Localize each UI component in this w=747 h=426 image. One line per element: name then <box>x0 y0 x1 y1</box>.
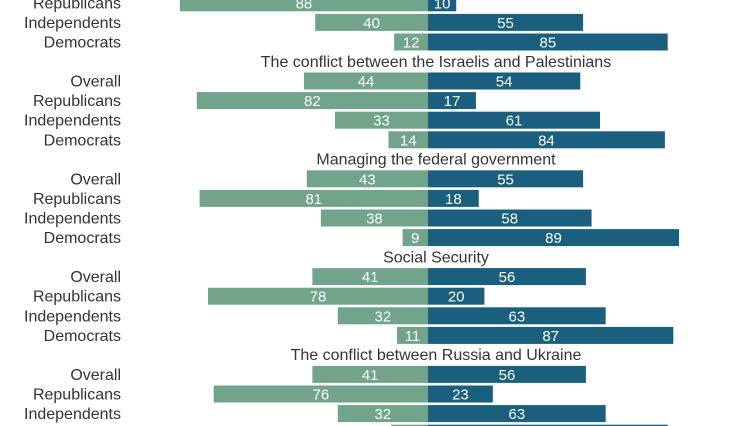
right-value-label: 63 <box>508 406 525 423</box>
right-bar <box>428 0 457 12</box>
left-bar <box>396 326 428 344</box>
right-value-label: 17 <box>444 93 461 110</box>
left-bar <box>213 385 428 403</box>
row-label: Independents <box>24 211 121 228</box>
section-title: The conflict between Russia and Ukraine <box>291 347 582 364</box>
row-label: Republicans <box>33 93 121 110</box>
right-bar <box>428 229 679 247</box>
right-value-label: 84 <box>538 132 555 149</box>
left-bar <box>402 229 428 247</box>
right-bar <box>428 268 586 286</box>
right-value-label: 58 <box>501 211 518 228</box>
left-bar <box>388 131 428 149</box>
row-label: Independents <box>24 308 121 325</box>
left-value-label: 43 <box>359 171 376 188</box>
right-bar <box>428 111 601 129</box>
right-value-label: 10 <box>434 0 451 12</box>
left-value-label: 81 <box>305 191 322 208</box>
right-bar <box>428 13 584 31</box>
row-label: Democrats <box>44 132 121 149</box>
section-title: Social Security <box>383 249 489 266</box>
left-bar <box>337 405 428 423</box>
right-value-label: 89 <box>545 230 562 247</box>
left-value-label: 76 <box>312 387 329 404</box>
right-bar <box>428 405 606 423</box>
row-label: Democrats <box>44 230 121 247</box>
left-value-label: 82 <box>304 93 321 110</box>
left-value-label: 32 <box>375 406 392 423</box>
row-label: Republicans <box>33 387 121 404</box>
right-bar <box>428 33 668 51</box>
right-value-label: 63 <box>508 308 525 325</box>
left-bar <box>391 424 428 426</box>
right-bar <box>428 72 581 90</box>
right-value-label: 56 <box>499 367 516 384</box>
right-bar <box>428 424 668 426</box>
row-label: Democrats <box>44 35 121 52</box>
left-value-label: 88 <box>296 0 313 12</box>
left-bar <box>334 111 428 129</box>
section-title: The conflict between the Israelis and Pa… <box>261 54 611 71</box>
left-bar <box>337 307 428 325</box>
row-label: Overall <box>70 269 121 286</box>
right-value-label: 23 <box>452 387 469 404</box>
left-value-label: 14 <box>400 132 417 149</box>
section-title: Managing the federal government <box>316 152 556 169</box>
right-bar <box>428 189 479 207</box>
row-label: Democrats <box>44 328 121 345</box>
right-value-label: 55 <box>497 171 514 188</box>
left-bar <box>179 0 428 12</box>
left-value-label: 41 <box>362 269 379 286</box>
right-value-label: 85 <box>540 35 557 52</box>
left-bar <box>303 72 428 90</box>
left-value-label: 41 <box>362 367 379 384</box>
left-bar <box>315 13 428 31</box>
row-label: Overall <box>70 171 121 188</box>
left-value-label: 33 <box>373 113 390 130</box>
right-bar <box>428 287 485 305</box>
right-value-label: 87 <box>542 328 559 345</box>
right-bar <box>428 92 476 110</box>
right-bar <box>428 131 665 149</box>
right-bar <box>428 170 584 188</box>
row-label: Republicans <box>33 289 121 306</box>
left-value-label: 44 <box>358 74 375 91</box>
right-value-label: 55 <box>497 15 514 32</box>
right-value-label: 61 <box>506 113 523 130</box>
right-bar <box>428 209 592 227</box>
row-label: Independents <box>24 406 121 423</box>
right-bar <box>428 365 586 383</box>
row-label: Independents <box>24 15 121 32</box>
row-label: Overall <box>70 74 121 91</box>
right-bar <box>428 326 674 344</box>
left-bar <box>312 268 428 286</box>
row-label: Republicans <box>33 191 121 208</box>
left-value-label: 9 <box>411 230 419 247</box>
row-label: Overall <box>70 367 121 384</box>
left-value-label: 40 <box>363 15 380 32</box>
right-value-label: 56 <box>499 269 516 286</box>
row-label: Independents <box>24 113 121 130</box>
left-value-label: 11 <box>405 328 421 345</box>
left-bar <box>306 170 428 188</box>
right-bar <box>428 385 493 403</box>
left-value-label: 12 <box>403 35 420 52</box>
right-bar <box>428 307 606 325</box>
left-bar <box>196 92 428 110</box>
left-bar <box>199 189 428 207</box>
left-value-label: 32 <box>375 308 392 325</box>
right-value-label: 18 <box>445 191 462 208</box>
right-value-label: 54 <box>496 74 513 91</box>
right-value-label: 20 <box>448 289 465 306</box>
row-label: Republicans <box>33 0 121 12</box>
left-bar <box>208 287 428 305</box>
left-bar <box>312 365 428 383</box>
left-value-label: 38 <box>366 211 383 228</box>
left-bar <box>320 209 428 227</box>
left-value-label: 78 <box>310 289 327 306</box>
left-bar <box>394 33 428 51</box>
